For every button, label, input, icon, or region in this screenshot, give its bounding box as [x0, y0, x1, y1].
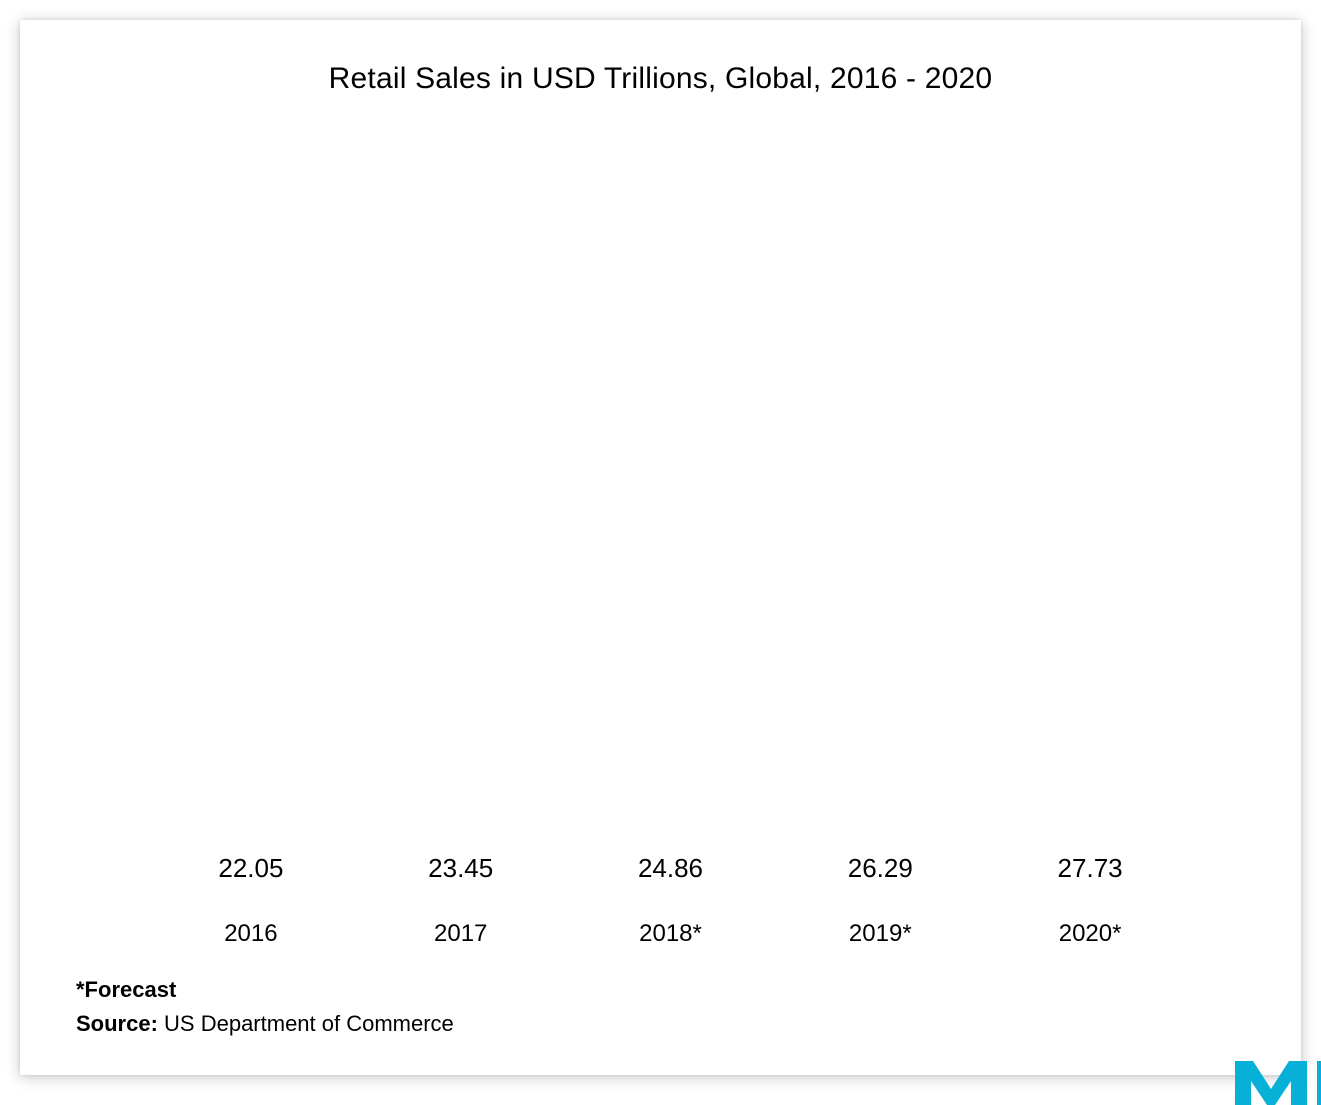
forecast-note: *Forecast — [76, 973, 454, 1007]
bar-slot: 23.45 — [356, 156, 566, 896]
bar-value-label: 24.86 — [638, 853, 703, 884]
bar-value-label: 26.29 — [848, 853, 913, 884]
bar-slot: 27.73 — [985, 156, 1195, 896]
forecast-label: *Forecast — [76, 977, 176, 1002]
bars-container: 22.05 23.45 24.86 26.29 27.73 — [130, 156, 1211, 896]
source-prefix: Source: — [76, 1011, 158, 1036]
chart-frame: Retail Sales in USD Trillions, Global, 2… — [0, 0, 1321, 1105]
plot-area: 22.05 23.45 24.86 26.29 27.73 — [130, 156, 1211, 896]
bar-value-label: 27.73 — [1058, 853, 1123, 884]
source-text: US Department of Commerce — [158, 1011, 454, 1036]
x-tick-label: 2017 — [356, 920, 566, 948]
chart-card: Retail Sales in USD Trillions, Global, 2… — [20, 20, 1301, 1075]
source-note: Source: US Department of Commerce — [76, 1007, 454, 1041]
x-tick-label: 2020* — [985, 920, 1195, 948]
brand-logo-icon — [1229, 1049, 1321, 1105]
bar-slot: 26.29 — [775, 156, 985, 896]
x-labels: 2016 2017 2018* 2019* 2020* — [130, 920, 1211, 948]
bar-slot: 22.05 — [146, 156, 356, 896]
bar-value-label: 22.05 — [218, 853, 283, 884]
bar-value-label: 23.45 — [428, 853, 493, 884]
x-tick-label: 2019* — [775, 920, 985, 948]
footnotes: *Forecast Source: US Department of Comme… — [76, 973, 454, 1041]
chart-title: Retail Sales in USD Trillions, Global, 2… — [80, 62, 1241, 96]
x-tick-label: 2016 — [146, 920, 356, 948]
x-tick-label: 2018* — [566, 920, 776, 948]
bar-slot: 24.86 — [566, 156, 776, 896]
